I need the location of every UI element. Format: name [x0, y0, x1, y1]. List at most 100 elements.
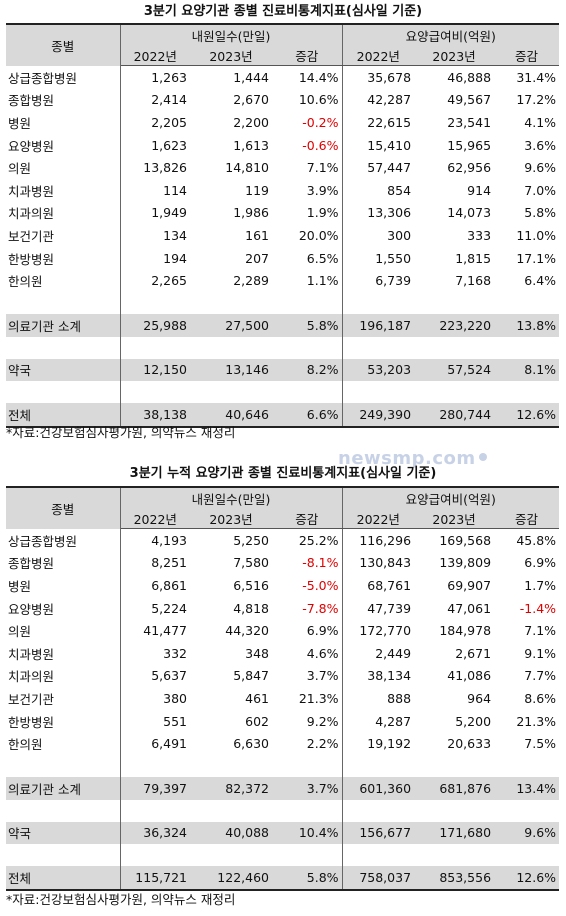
table-row: 치과의원 1,949 1,986 1.9% 13,306 14,073 5.8% [6, 201, 559, 225]
watermark: newsmp.com [338, 448, 487, 469]
row-value: 8,251 [151, 555, 187, 571]
row-value: 5,200 [455, 713, 492, 729]
table-row: 치과의원 5,637 5,847 3.7% 38,134 41,086 7.7% [6, 664, 559, 688]
row-value: 114 [163, 182, 187, 198]
row-value: 2,671 [455, 645, 492, 661]
row-value: 2,449 [375, 645, 412, 661]
row-value: 119 [245, 182, 269, 198]
row-category: 한방병원 [6, 246, 121, 270]
row-category: 종합병원 [6, 88, 121, 112]
row-value: 1,815 [455, 250, 492, 266]
header-column: 2022년 [120, 508, 190, 529]
row-value: 280,744 [414, 403, 495, 428]
row-value: 17.2% [516, 92, 557, 108]
row-category: 요양병원 [6, 133, 121, 157]
table-row: 요양병원 5,224 4,818 -7.8% 47,739 47,061 -1.4% [6, 596, 559, 620]
table-row: 종합병원 2,414 2,670 10.6% 42,287 49,567 17.2% [6, 88, 559, 112]
row-value: 461 [245, 690, 269, 706]
row-value: 47,739 [367, 600, 412, 616]
spacer-row [6, 799, 559, 822]
table-row: 전체 115,721 122,460 5.8% 758,037 853,556 12.6% [6, 866, 560, 891]
row-value: 681,876 [414, 776, 495, 800]
table-row: 의원 13,826 14,810 7.1% 57,447 62,956 9.6% [6, 156, 559, 179]
row-value: 134 [163, 227, 187, 243]
header-visit-days: 내원일수(만일) [120, 486, 343, 508]
spacer-row [6, 336, 559, 359]
row-value: 5,847 [233, 668, 269, 684]
row-value: 6,491 [151, 736, 187, 752]
row-value: 41,477 [143, 623, 187, 639]
row-category: 한의원 [6, 732, 121, 755]
table-1-title: 3분기 요양기관 종별 진료비통계지표(심사일 기준) [143, 4, 423, 19]
row-value: -0.6% [272, 133, 343, 157]
row-value: 13,146 [190, 358, 272, 382]
table-1: 종별 내원일수(만일) 요양급여비(억원) 2022년 2023년 증감 2022년 2023… [6, 23, 560, 428]
spacer-row [6, 381, 559, 404]
table-row: 의원 41,477 44,320 6.9% 172,770 184,978 7.1% [6, 619, 559, 642]
header-category: 종별 [6, 486, 121, 529]
row-value: 1.7% [524, 577, 557, 593]
row-category: 의원 [6, 156, 121, 179]
row-value: 914 [467, 182, 492, 198]
row-value: 8.2% [272, 358, 343, 382]
spacer-row [6, 291, 559, 314]
row-category: 치과의원 [6, 664, 121, 688]
row-value: 3.6% [524, 137, 557, 153]
row-value: 6.4% [524, 273, 557, 289]
table-2: 종별 내원일수(만일) 요양급여비(억원) 2022년 2023년 증감 2022년 2023… [6, 486, 560, 891]
row-value: -5.0% [272, 574, 343, 597]
row-value: 46,888 [447, 69, 492, 85]
row-value: 36,324 [120, 821, 190, 845]
header-column: 증감 [494, 508, 560, 529]
row-value: 2.2% [272, 732, 343, 755]
table-row: 요양병원 1,623 1,613 -0.6% 15,410 15,965 3.6% [6, 133, 559, 157]
row-value: 888 [387, 690, 412, 706]
row-category: 병원 [6, 574, 121, 597]
row-value: 207 [245, 250, 269, 266]
row-category: 약국 [6, 821, 121, 845]
row-value: 1,986 [233, 205, 269, 221]
row-value: 40,088 [190, 821, 272, 845]
row-value: 4,287 [375, 713, 412, 729]
row-category: 보건기관 [6, 224, 121, 247]
header-column: 증감 [272, 45, 343, 66]
row-category: 상급종합병원 [6, 65, 121, 89]
row-value: 9.2% [272, 709, 343, 733]
row-category: 한방병원 [6, 709, 121, 733]
row-value: 602 [245, 713, 269, 729]
header-category: 종별 [6, 23, 121, 66]
row-value: 8.1% [494, 358, 560, 382]
row-value: 10.4% [272, 821, 343, 845]
header-column: 2023년 [190, 508, 272, 529]
row-value: 57,447 [367, 160, 412, 176]
row-value: 161 [245, 227, 269, 243]
row-value: 2,289 [233, 273, 269, 289]
row-value: 19,192 [367, 736, 412, 752]
row-value: 1,550 [375, 250, 412, 266]
row-category: 약국 [6, 358, 121, 382]
row-value: 348 [245, 645, 269, 661]
header-column: 2023년 [190, 45, 272, 66]
row-value: 62,956 [447, 160, 492, 176]
row-value: 3.7% [272, 776, 343, 800]
row-category: 병원 [6, 111, 121, 134]
watermark-dot-icon [478, 453, 487, 461]
header-column: 2023년 [414, 45, 495, 66]
header-benefit-cost: 요양급여비(억원) [342, 486, 560, 508]
table-row: 병원 6,861 6,516 -5.0% 68,761 69,907 1.7% [6, 574, 559, 597]
row-category: 치과병원 [6, 178, 121, 202]
header-visit-days: 내원일수(만일) [120, 23, 343, 45]
row-value: 115,721 [120, 866, 190, 891]
row-value: 13.4% [494, 776, 560, 800]
row-value: 17.1% [516, 250, 557, 266]
row-value: 20.0% [272, 224, 343, 247]
row-value: 7.1% [524, 623, 557, 639]
row-category: 의료기관 소계 [6, 313, 121, 337]
row-value: 4.6% [272, 641, 343, 665]
row-value: 196,187 [342, 313, 415, 337]
row-value: 3.9% [272, 178, 343, 202]
row-value: 5,224 [151, 600, 187, 616]
row-value: 333 [467, 227, 492, 243]
row-category: 종합병원 [6, 551, 121, 575]
row-value: 5.8% [524, 205, 557, 221]
